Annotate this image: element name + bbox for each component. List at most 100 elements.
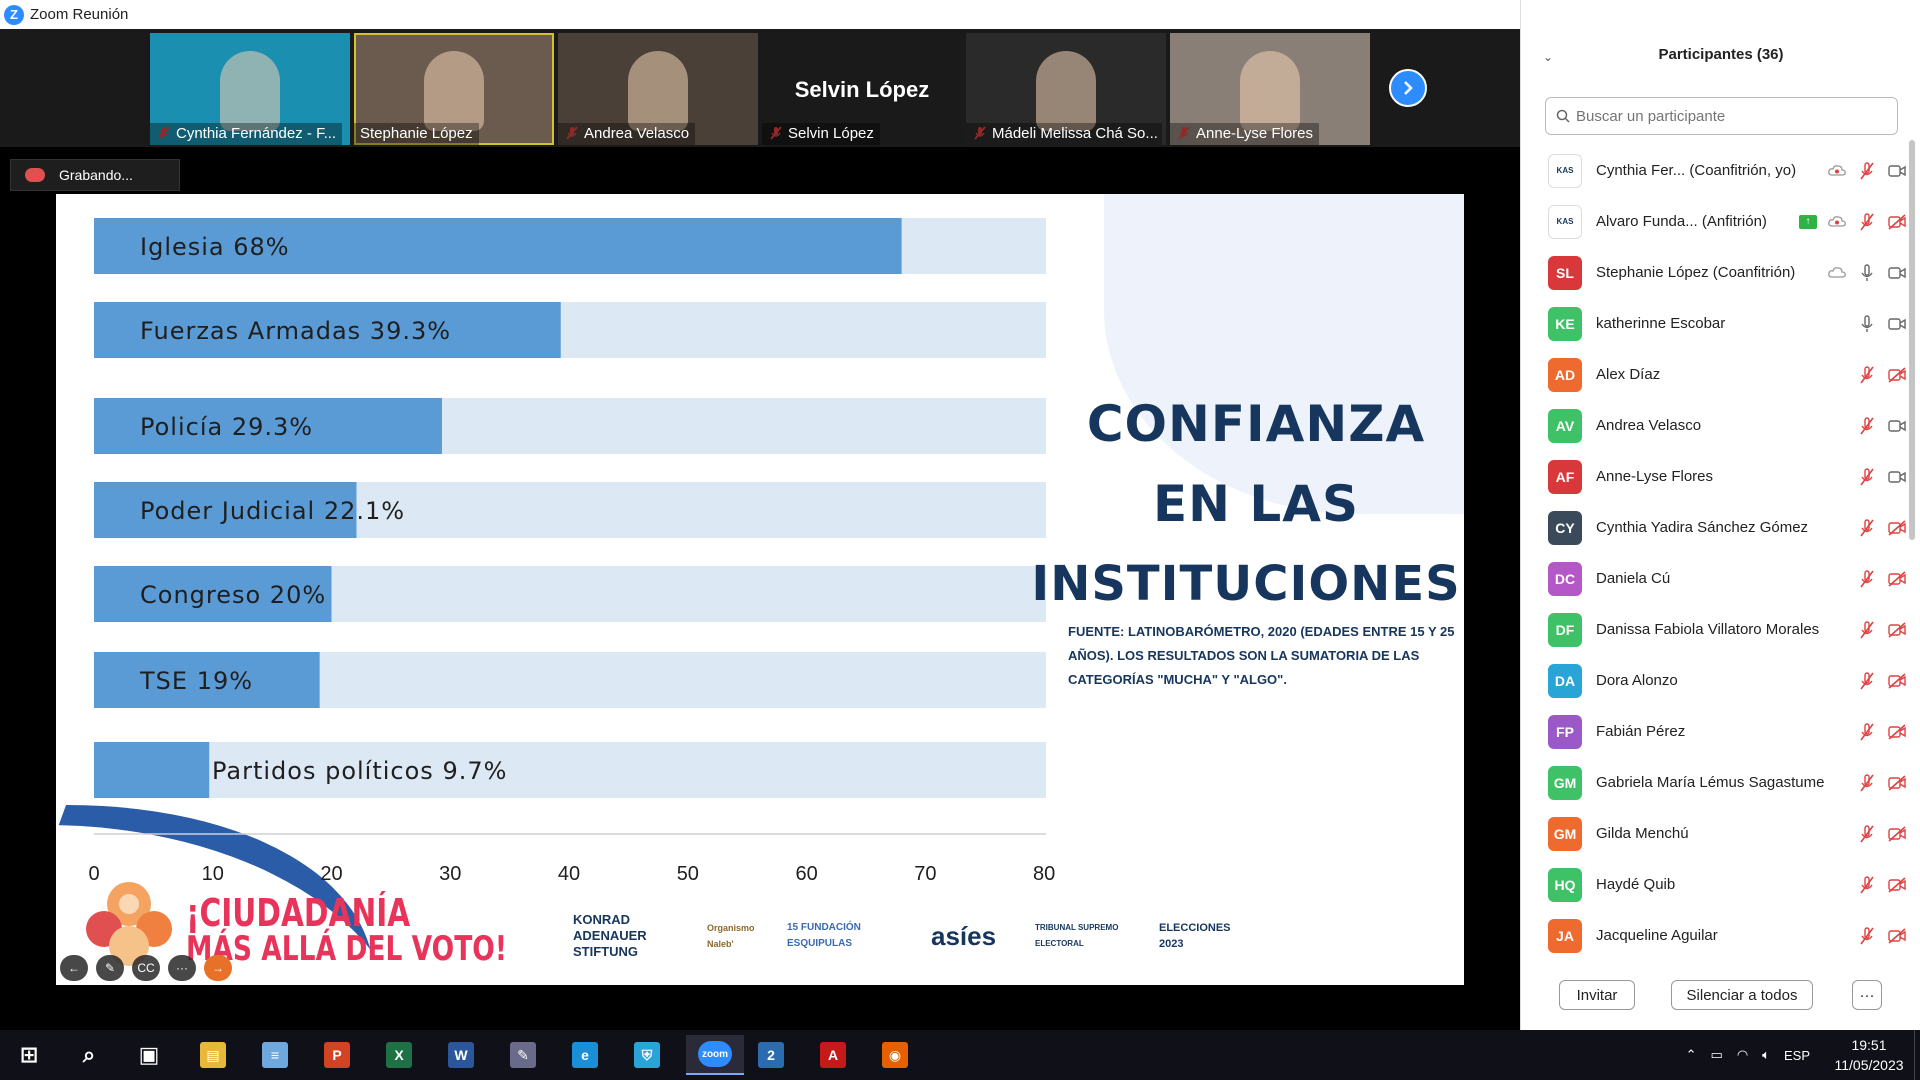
recording-indicator[interactable]: Grabando... (10, 159, 180, 191)
mic-muted-icon[interactable] (1857, 671, 1877, 691)
wifi-icon[interactable]: ◠ (1736, 1047, 1749, 1062)
video-off-icon[interactable] (1887, 518, 1907, 538)
participant-row[interactable]: GM Gilda Menchú (1521, 808, 1911, 859)
firefox-icon[interactable]: ◉ (872, 1035, 918, 1075)
edge-icon[interactable]: e (562, 1035, 608, 1075)
video-off-icon[interactable] (1887, 722, 1907, 742)
mic-icon[interactable] (1857, 314, 1877, 334)
mic-muted-icon[interactable] (1857, 569, 1877, 589)
participant-row[interactable]: KAS Alvaro Funda... (Anfitrión) ↑ (1521, 196, 1911, 247)
battery-icon[interactable]: ▭ (1710, 1047, 1723, 1062)
slide-title-line-2: EN LAS (1153, 475, 1359, 533)
excel-icon[interactable]: X (376, 1035, 422, 1075)
participant-row[interactable]: DA Dora Alonzo (1521, 655, 1911, 706)
mic-icon[interactable] (1857, 263, 1877, 283)
word-icon[interactable]: W (438, 1035, 484, 1075)
participant-row[interactable]: SL Stephanie López (Coanfitrión) (1521, 247, 1911, 298)
participant-row[interactable]: DF Danissa Fabiola Villatoro Morales (1521, 604, 1911, 655)
video-thumbnail[interactable]: Selvin López Selvin López (762, 33, 962, 145)
participant-row[interactable]: KAS Cynthia Fer... (Coanfitrión, yo) (1521, 145, 1911, 196)
video-off-icon[interactable] (1887, 569, 1907, 589)
avatar: KAS (1548, 153, 1582, 188)
video-icon[interactable] (1887, 467, 1907, 487)
paint-icon[interactable]: ✎ (500, 1035, 546, 1075)
video-icon[interactable] (1887, 161, 1907, 181)
participant-row[interactable]: HQ Haydé Quib (1521, 859, 1911, 910)
mic-muted-icon[interactable] (1857, 926, 1877, 946)
video-thumbnail[interactable]: Mádeli Melissa Chá So... (966, 33, 1166, 145)
search-input[interactable] (1576, 107, 1876, 125)
participant-row[interactable]: AV Andrea Velasco (1521, 400, 1911, 451)
mic-muted-icon[interactable] (1857, 875, 1877, 895)
video-off-icon[interactable] (1887, 824, 1907, 844)
tray-overflow-icon[interactable]: ⌃ (1685, 1047, 1697, 1062)
video-thumbnail[interactable]: Andrea Velasco (558, 33, 758, 145)
app-2-icon[interactable]: 2 (748, 1035, 794, 1075)
volume-icon[interactable]: 🔈︎ (1762, 1047, 1770, 1062)
video-off-icon[interactable] (1887, 365, 1907, 385)
mic-muted-icon[interactable] (1857, 824, 1877, 844)
mic-muted-icon[interactable] (1857, 416, 1877, 436)
bar (94, 482, 357, 538)
file-explorer-icon[interactable]: ▤ (190, 1035, 236, 1075)
mic-muted-icon[interactable] (1857, 212, 1877, 232)
start-icon[interactable]: ⊞ (6, 1035, 52, 1075)
mic-muted-icon[interactable] (1857, 722, 1877, 742)
mic-muted-icon[interactable] (1857, 773, 1877, 793)
video-off-icon[interactable] (1887, 620, 1907, 640)
invite-button[interactable]: Invitar (1559, 980, 1635, 1010)
video-icon[interactable] (1887, 263, 1907, 283)
participant-row[interactable]: GM Gabriela María Lémus Sagastume (1521, 757, 1911, 808)
participant-list-scrollbar[interactable] (1909, 140, 1915, 540)
participant-row[interactable]: DC Daniela Cú (1521, 553, 1911, 604)
captions-button[interactable]: CC (132, 955, 160, 981)
notepad-icon[interactable]: ≡ (252, 1035, 298, 1075)
defender-icon[interactable]: ⛨ (624, 1035, 670, 1075)
participant-row[interactable]: AD Alex Díaz (1521, 349, 1911, 400)
video-off-icon[interactable] (1887, 926, 1907, 946)
participant-row[interactable]: AF Anne-Lyse Flores (1521, 451, 1911, 502)
campaign-line-1: ¡CIUDADANÍA (186, 891, 411, 935)
acrobat-icon[interactable]: A (810, 1035, 856, 1075)
next-slide-button[interactable]: → (204, 955, 232, 981)
more-slide-options-button[interactable]: ··· (168, 955, 196, 981)
video-thumbnail[interactable]: Cynthia Fernández - F... (150, 33, 350, 145)
annotate-pen-button[interactable]: ✎ (96, 955, 124, 981)
thumbnail-name: Anne-Lyse Flores (1170, 123, 1319, 145)
video-off-icon[interactable] (1887, 212, 1907, 232)
more-options-button[interactable]: ··· (1852, 980, 1882, 1010)
collapse-panel-icon[interactable]: ⌄ (1543, 50, 1554, 64)
mic-muted-icon[interactable] (1857, 365, 1877, 385)
task-view-icon[interactable]: ▣ (126, 1035, 172, 1075)
taskbar-clock[interactable]: 19:51 11/05/2023 (1824, 1035, 1914, 1075)
language-indicator[interactable]: ESP (1783, 1047, 1810, 1063)
participant-row[interactable]: CY Cynthia Yadira Sánchez Gómez (1521, 502, 1911, 553)
previous-slide-button[interactable]: ← (60, 955, 88, 981)
mic-muted-icon[interactable] (1857, 518, 1877, 538)
mute-all-button[interactable]: Silenciar a todos (1671, 980, 1813, 1010)
slide-source-note: FUENTE: LATINOBARÓMETRO, 2020 (EDADES EN… (1068, 624, 1455, 687)
cloud-recording-icon (1828, 164, 1846, 176)
mic-muted-icon[interactable] (1857, 161, 1877, 181)
video-off-icon[interactable] (1887, 773, 1907, 793)
search-icon[interactable]: ⌕ (66, 1035, 112, 1075)
participant-name: katherinne Escobar (1596, 315, 1726, 332)
powerpoint-icon[interactable]: P (314, 1035, 360, 1075)
participant-row[interactable]: JA Jacqueline Aguilar (1521, 910, 1911, 961)
avatar: DF (1548, 612, 1582, 647)
participant-search[interactable] (1545, 97, 1898, 135)
mic-muted-icon[interactable] (1857, 467, 1877, 487)
participant-row[interactable]: FP Fabián Pérez (1521, 706, 1911, 757)
video-icon[interactable] (1887, 314, 1907, 334)
next-videos-button[interactable] (1389, 69, 1427, 107)
zoom-icon[interactable]: zoom (686, 1035, 744, 1075)
avatar: AD (1548, 357, 1582, 392)
video-thumbnail[interactable]: Anne-Lyse Flores (1170, 33, 1370, 145)
show-desktop-button[interactable] (1914, 1030, 1920, 1080)
video-off-icon[interactable] (1887, 671, 1907, 691)
video-thumbnail[interactable]: Stephanie López (354, 33, 554, 145)
video-off-icon[interactable] (1887, 875, 1907, 895)
video-icon[interactable] (1887, 416, 1907, 436)
participant-row[interactable]: KE katherinne Escobar (1521, 298, 1911, 349)
mic-muted-icon[interactable] (1857, 620, 1877, 640)
